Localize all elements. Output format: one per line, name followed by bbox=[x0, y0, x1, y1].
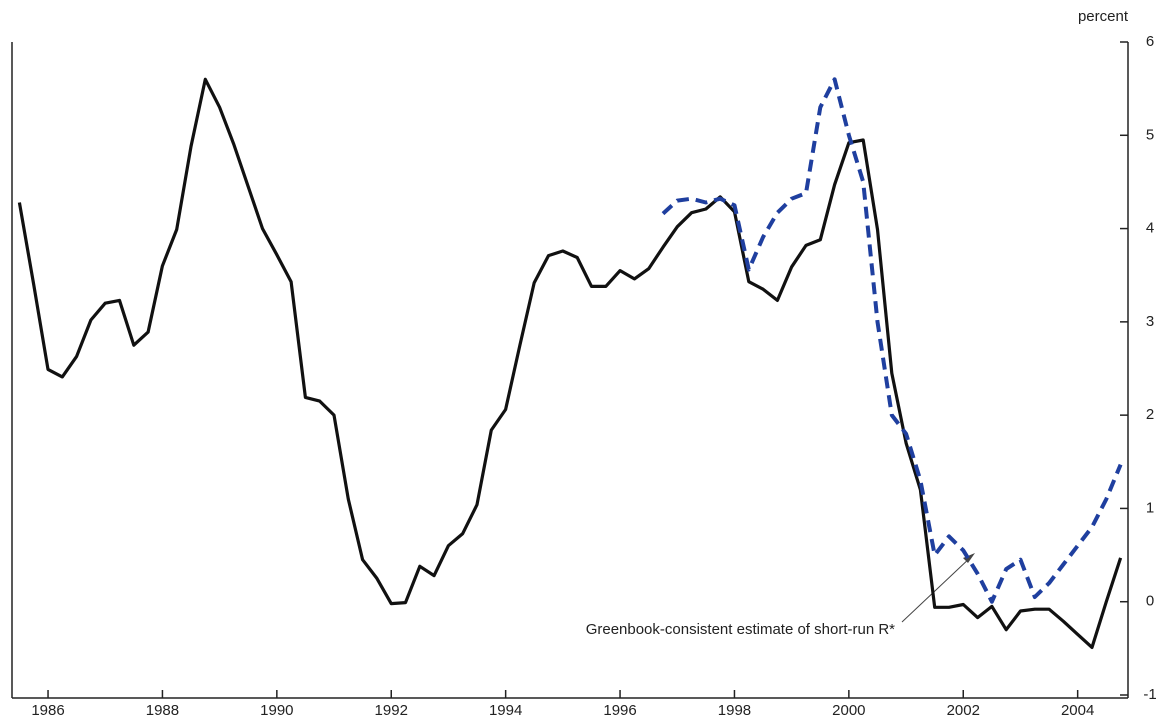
x-tick-label: 1996 bbox=[603, 702, 636, 719]
y-tick-label: 3 bbox=[1146, 313, 1154, 330]
x-tick-label: 2002 bbox=[947, 702, 980, 719]
y-tick-label: 5 bbox=[1146, 126, 1154, 143]
y-tick-label: 6 bbox=[1146, 33, 1154, 50]
annotation-arrow bbox=[901, 555, 973, 623]
annotation: Greenbook-consistent estimate of short-r… bbox=[586, 621, 895, 638]
y-tick-label: -1 bbox=[1143, 686, 1156, 703]
series-line bbox=[17, 77, 1123, 649]
y-axis-label: percent bbox=[1078, 8, 1129, 25]
x-tick-label: 2000 bbox=[832, 702, 865, 719]
x-tick-label: 1994 bbox=[489, 702, 522, 719]
x-tick-label: 1986 bbox=[31, 702, 64, 719]
x-tick-label: 1992 bbox=[375, 702, 408, 719]
x-tick-label: 2004 bbox=[1061, 702, 1094, 719]
arrow-head bbox=[963, 553, 975, 563]
x-tick-label: 1990 bbox=[260, 702, 293, 719]
y-tick-label: 2 bbox=[1146, 406, 1154, 423]
y-tick-label: 0 bbox=[1146, 593, 1154, 610]
y-tick-label: 4 bbox=[1146, 220, 1154, 237]
x-tick-label: 1988 bbox=[146, 702, 179, 719]
series-line bbox=[661, 77, 1123, 604]
x-tick-label: 1998 bbox=[718, 702, 751, 719]
y-tick-label: 1 bbox=[1146, 499, 1154, 516]
